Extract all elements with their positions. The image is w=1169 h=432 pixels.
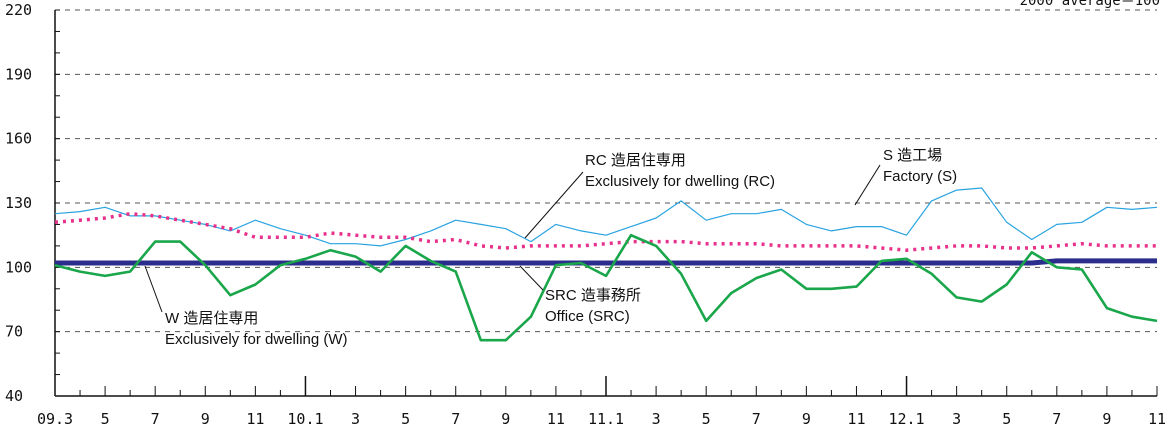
annotation-w: W 造居住専用 Exclusively for dwelling (W) bbox=[144, 265, 348, 348]
x-tick-label-11: 11.1 bbox=[588, 410, 624, 428]
x-tick-label-5: 10.1 bbox=[287, 410, 323, 428]
x-tick-label-0: 09.3 bbox=[37, 410, 73, 428]
y-tick-label-160: 160 bbox=[5, 130, 32, 148]
x-tick-label-8: 7 bbox=[451, 410, 460, 428]
x-tick-label-13: 5 bbox=[702, 410, 711, 428]
index-base-note: 2000 average＝100 bbox=[1020, 0, 1160, 9]
leader-line-s bbox=[854, 164, 881, 206]
leader-line-w bbox=[144, 265, 163, 313]
annotation-rc-en: Exclusively for dwelling (RC) bbox=[585, 173, 775, 190]
y-tick-label-70: 70 bbox=[5, 323, 23, 341]
annotation-src: SRC 造事務所 Office (SRC) bbox=[519, 265, 641, 325]
x-tick-label-15: 9 bbox=[802, 410, 811, 428]
x-tick-label-6: 3 bbox=[351, 410, 360, 428]
series-line-3 bbox=[54, 233, 1158, 342]
x-tick-label-20: 7 bbox=[1052, 410, 1061, 428]
x-tick-label-10: 11 bbox=[547, 410, 565, 428]
x-axis: 09.3 5 7 9 11 10.1 3 5 7 9 11 11.1 3 5 7 9 11 12.1 3 5 7 9 11 bbox=[37, 376, 1166, 428]
x-tick-label-16: 11 bbox=[847, 410, 865, 428]
series-lines bbox=[54, 187, 1158, 342]
y-tick-label-190: 190 bbox=[5, 65, 32, 83]
x-tick-label-14: 7 bbox=[752, 410, 761, 428]
x-tick-label-21: 9 bbox=[1102, 410, 1111, 428]
y-axis: 40 70 100 130 160 190 220 bbox=[5, 1, 60, 405]
x-tick-label-3: 9 bbox=[201, 410, 210, 428]
x-tick-label-1: 5 bbox=[101, 410, 110, 428]
x-tick-label-12: 3 bbox=[652, 410, 661, 428]
x-tick-label-17: 12.1 bbox=[888, 410, 924, 428]
series-line-0 bbox=[54, 187, 1158, 247]
annotation-src-jp: SRC 造事務所 bbox=[545, 287, 641, 304]
series-line-2 bbox=[55, 258, 1157, 266]
series-line-1 bbox=[54, 211, 1157, 252]
y-tick-label-100: 100 bbox=[5, 258, 32, 276]
leader-line-src bbox=[519, 265, 544, 291]
annotation-w-en: Exclusively for dwelling (W) bbox=[165, 331, 348, 348]
annotation-src-en: Office (SRC) bbox=[545, 308, 630, 325]
x-tick-label-9: 9 bbox=[501, 410, 510, 428]
x-tick-label-22: 11 bbox=[1148, 410, 1166, 428]
annotation-s-en: Factory (S) bbox=[883, 168, 957, 185]
x-tick-label-4: 11 bbox=[246, 410, 264, 428]
grid-lines bbox=[55, 9, 1157, 333]
annotation-s-jp: S 造工場 bbox=[883, 147, 942, 164]
x-tick-label-2: 7 bbox=[151, 410, 160, 428]
leader-line-rc bbox=[524, 171, 584, 239]
x-tick-label-18: 3 bbox=[952, 410, 961, 428]
y-tick-label-40: 40 bbox=[5, 387, 23, 405]
y-tick-label-220: 220 bbox=[5, 1, 32, 19]
annotation-w-jp: W 造居住専用 bbox=[165, 310, 258, 327]
y-tick-label-130: 130 bbox=[5, 194, 32, 212]
annotation-s: S 造工場 Factory (S) bbox=[854, 147, 957, 206]
annotation-rc: RC 造居住専用 Exclusively for dwelling (RC) bbox=[524, 152, 775, 239]
annotation-rc-jp: RC 造居住専用 bbox=[585, 152, 686, 169]
x-tick-label-19: 5 bbox=[1002, 410, 1011, 428]
x-tick-label-7: 5 bbox=[401, 410, 410, 428]
